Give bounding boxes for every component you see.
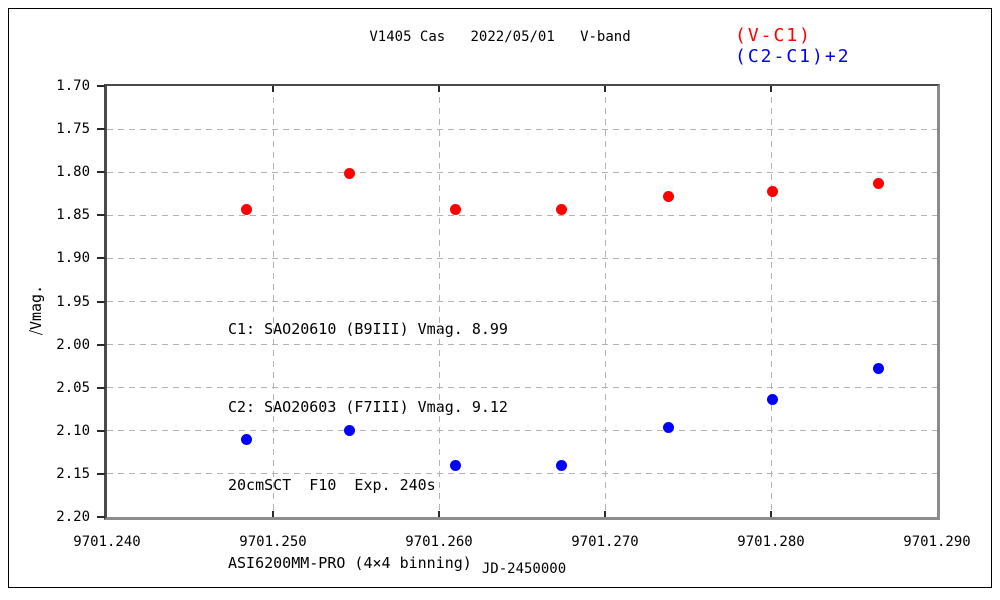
- y-tick-label: 1.90: [56, 250, 90, 267]
- gridline-horizontal: [107, 473, 937, 475]
- plot-area: C1: SAO20610 (B9III) Vmag. 8.99 C2: SAO2…: [97, 85, 937, 572]
- y-tick-label: 2.10: [56, 422, 90, 439]
- data-point-v-c1: [767, 185, 779, 197]
- gridline-horizontal: [107, 301, 937, 302]
- y-tick-label: 1.95: [56, 293, 90, 310]
- y-tick-label: 2.00: [56, 336, 90, 353]
- annotation-line-camera: ASI6200MM-PRO (4×4 binning): [228, 554, 472, 572]
- data-point-c2-c1: [343, 425, 355, 437]
- gridline-vertical: [438, 86, 440, 517]
- data-point-c2-c1: [873, 363, 885, 375]
- x-tick-label: 9701.290: [903, 534, 971, 550]
- y-tick-label: 1.75: [56, 121, 90, 138]
- annotation-line-c1: C1: SAO20610 (B9III) Vmag. 8.99: [228, 320, 508, 338]
- data-point-v-c1: [873, 177, 885, 189]
- x-tick-mark-top: [272, 86, 274, 92]
- gridline-horizontal: [107, 430, 937, 432]
- y-tick-mark: [97, 85, 105, 87]
- y-tick-label: 1.80: [56, 164, 90, 181]
- y-tick-label: 1.85: [56, 207, 90, 224]
- x-tick-mark-top: [438, 86, 440, 92]
- y-tick-label: 2.15: [56, 465, 90, 482]
- legend-item-c2-c1: (C2-C1)+2: [735, 46, 851, 67]
- x-tick-mark-top: [770, 86, 772, 92]
- gridline-vertical: [770, 86, 772, 517]
- chart-title: V1405 Cas 2022/05/01 V-band: [369, 29, 631, 45]
- data-point-v-c1: [662, 190, 674, 202]
- x-tick-mark-bottom: [770, 511, 772, 517]
- x-tick-label: 9701.280: [737, 534, 805, 550]
- y-tick-mark: [97, 343, 105, 346]
- gridline-horizontal: [107, 344, 937, 346]
- x-tick-mark-bottom: [272, 511, 274, 517]
- data-point-c2-c1: [662, 421, 674, 433]
- x-tick-label: 9701.250: [239, 534, 307, 550]
- y-tick-mark: [97, 472, 105, 475]
- data-point-v-c1: [450, 203, 462, 215]
- x-tick-mark-bottom: [604, 511, 606, 517]
- gridline-horizontal: [107, 257, 937, 259]
- data-point-v-c1: [343, 168, 355, 180]
- x-tick-label: 9701.260: [405, 534, 473, 550]
- annotation-line-telescope: 20cmSCT F10 Exp. 240s: [228, 476, 436, 494]
- x-tick-label: 9701.270: [571, 534, 639, 550]
- y-tick-label: 1.70: [56, 78, 90, 94]
- data-point-c2-c1: [556, 459, 568, 471]
- data-point-v-c1: [556, 203, 568, 215]
- x-axis-title: JD-2450000: [481, 561, 567, 577]
- legend-item-v-c1: (V-C1): [735, 25, 813, 46]
- y-tick-mark: [97, 516, 105, 518]
- annotation-line-c2: C2: SAO20603 (F7III) Vmag. 9.12: [228, 398, 508, 416]
- gridline-horizontal: [107, 214, 937, 216]
- x-tick-mark-bottom: [438, 511, 440, 517]
- y-tick-mark: [97, 429, 105, 432]
- y-tick-mark: [97, 171, 105, 174]
- data-point-c2-c1: [240, 433, 252, 445]
- data-point-c2-c1: [767, 394, 779, 406]
- y-tick-mark: [97, 300, 105, 303]
- y-tick-label: 2.20: [56, 509, 90, 525]
- gridline-horizontal: [107, 171, 937, 173]
- gridline-horizontal: [107, 128, 937, 130]
- gridline-horizontal: [107, 387, 937, 389]
- x-tick-mark-top: [604, 86, 606, 92]
- y-tick-mark: [97, 257, 105, 260]
- gridline-vertical: [604, 86, 606, 517]
- y-tick-mark: [97, 128, 105, 131]
- data-point-c2-c1: [450, 459, 462, 471]
- gridline-vertical: [272, 86, 274, 517]
- x-tick-label: 9701.240: [73, 534, 141, 550]
- y-tick-mark: [97, 214, 105, 217]
- observation-annotation: C1: SAO20610 (B9III) Vmag. 8.99 C2: SAO2…: [228, 264, 508, 600]
- data-point-v-c1: [240, 203, 252, 215]
- y-tick-mark: [97, 386, 105, 389]
- y-tick-label: 2.05: [56, 379, 90, 396]
